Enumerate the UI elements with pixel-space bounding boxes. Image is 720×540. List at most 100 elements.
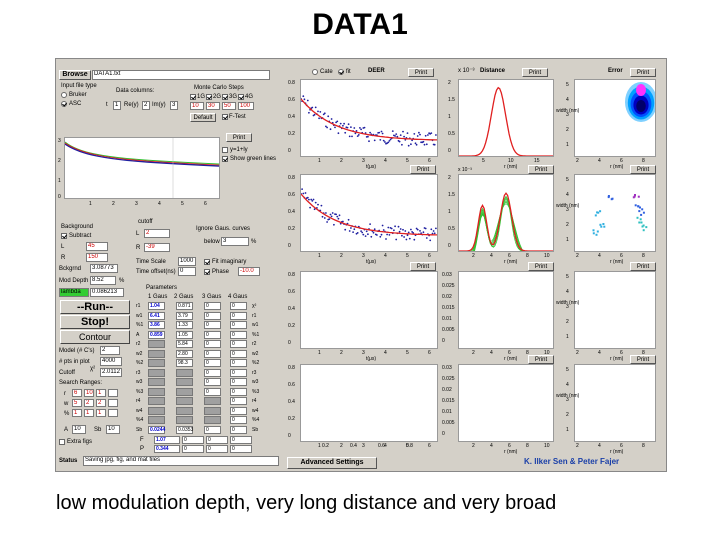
radio-bruker[interactable]	[61, 92, 67, 98]
param-cell[interactable]	[148, 359, 165, 367]
param-cell[interactable]: 0.859	[148, 330, 165, 339]
print-button-dist1[interactable]: Print	[522, 68, 548, 77]
pts-plot-field[interactable]: 4000	[100, 357, 122, 366]
print-button-err1[interactable]: Print	[630, 68, 656, 77]
param-cell[interactable]: 0	[230, 368, 247, 377]
run-button[interactable]: --Run--	[60, 300, 130, 314]
param-cell[interactable]	[148, 387, 165, 396]
stop-button[interactable]: Stop!	[60, 315, 130, 329]
subtract-check[interactable]	[61, 233, 67, 239]
range-r-3[interactable]: 1	[96, 389, 106, 397]
range-w-4[interactable]	[108, 399, 118, 407]
print-button-err[interactable]: Print	[630, 355, 656, 364]
param-cell[interactable]: 0	[230, 349, 247, 358]
range-w-1[interactable]: 5	[72, 399, 82, 407]
param-cell[interactable]	[148, 349, 165, 358]
param-cell[interactable]: 0	[204, 302, 221, 310]
range-w-2[interactable]: 2	[84, 399, 94, 407]
radio-cate[interactable]	[312, 69, 318, 75]
range-pct-3[interactable]: 1	[96, 409, 106, 417]
model-field[interactable]: 2	[100, 346, 120, 355]
show-green-lines-check[interactable]	[222, 156, 228, 162]
mc-value-2g[interactable]: 30	[206, 102, 220, 110]
mc-check-4g[interactable]	[238, 94, 244, 100]
param-cell[interactable]: 5.84	[176, 340, 193, 348]
below-field[interactable]: 3	[221, 237, 249, 246]
print-button-deer[interactable]: Print	[410, 165, 436, 174]
l-field[interactable]: 45	[86, 242, 108, 251]
t-col-field[interactable]: 1	[113, 101, 121, 110]
param-cell[interactable]	[176, 378, 193, 386]
param-cell[interactable]: 0	[204, 311, 221, 320]
bckgrnd-field[interactable]: 3.08773	[90, 264, 118, 273]
param-cell[interactable]	[148, 397, 165, 405]
param-cell[interactable]: 0	[230, 397, 247, 405]
param-cell[interactable]: 0	[230, 302, 247, 310]
rcutoff-field[interactable]: -39	[144, 243, 170, 252]
chi-field[interactable]: 2.0112	[100, 368, 122, 377]
range-r-4[interactable]	[108, 389, 118, 397]
param-cell[interactable]: 0	[204, 387, 221, 396]
print-button-dist[interactable]: Print	[528, 262, 554, 271]
param-cell[interactable]	[148, 378, 165, 386]
contour-button[interactable]: Contour	[60, 330, 130, 344]
phase-field[interactable]: -10.0	[238, 267, 260, 276]
mc-value-3g[interactable]: 50	[222, 102, 236, 110]
param-cell[interactable]: 6.41	[148, 311, 165, 320]
param-cell[interactable]: 0.871	[176, 302, 193, 310]
param-cell[interactable]: 0	[230, 416, 247, 424]
im-col-field[interactable]: 3	[170, 101, 178, 110]
param-cell[interactable]: 0	[204, 321, 221, 329]
mod-depth-field[interactable]: 8.52	[90, 276, 116, 285]
time-scale-field[interactable]: 1000	[178, 257, 196, 266]
param-cell[interactable]: 0	[204, 359, 221, 367]
print-button-err[interactable]: Print	[630, 165, 656, 174]
mc-value-4g[interactable]: 100	[238, 102, 254, 110]
mc-check-3g[interactable]	[222, 94, 228, 100]
param-cell[interactable]	[176, 387, 193, 396]
param-cell[interactable]: 1.05	[176, 330, 193, 339]
param-cell[interactable]: 0	[204, 425, 221, 434]
param-cell[interactable]: 0	[230, 359, 247, 367]
re-col-field[interactable]: 2	[142, 101, 150, 110]
param-cell[interactable]: 2.80	[176, 349, 193, 358]
print-button-dist[interactable]: Print	[528, 165, 554, 174]
print-button-deer[interactable]: Print	[410, 262, 436, 271]
default-button[interactable]: Default	[190, 113, 216, 122]
mc-check-2g[interactable]	[206, 94, 212, 100]
param-cell[interactable]: 0	[230, 406, 247, 415]
lambda-field[interactable]: 0.086213	[90, 288, 124, 297]
r-field[interactable]: 150	[86, 253, 108, 262]
file-name-field[interactable]: DATA1.txt	[92, 70, 270, 80]
param-cell[interactable]: 3.86	[148, 321, 165, 329]
print-button-dist[interactable]: Print	[528, 355, 554, 364]
param-cell[interactable]	[148, 416, 165, 424]
param-cell[interactable]	[204, 406, 221, 415]
range-w-3[interactable]: 2	[96, 399, 106, 407]
print-button-deer1[interactable]: Print	[408, 68, 434, 77]
browse-button[interactable]: Browse	[59, 70, 91, 80]
fit-imaginary-check[interactable]	[204, 259, 210, 265]
print-button-err[interactable]: Print	[630, 262, 656, 271]
time-offset-field[interactable]: 0	[178, 267, 196, 276]
param-cell[interactable]	[176, 416, 193, 424]
yaxis-check[interactable]	[222, 147, 228, 153]
extra-figs-check[interactable]	[59, 439, 65, 445]
range-pct-2[interactable]: 1	[84, 409, 94, 417]
range-r-1[interactable]: 6	[72, 389, 82, 397]
param-cell[interactable]	[176, 397, 193, 405]
radio-asc[interactable]	[61, 101, 67, 107]
advanced-settings-button[interactable]: Advanced Settings	[287, 457, 377, 469]
param-cell[interactable]: 1.33	[176, 321, 193, 329]
param-cell[interactable]: 0	[204, 378, 221, 386]
print-button-left[interactable]: Print	[226, 133, 252, 142]
range-pct-1[interactable]: 1	[72, 409, 82, 417]
param-cell[interactable]: 0	[204, 340, 221, 348]
sb-field[interactable]: 10	[106, 425, 120, 434]
param-cell[interactable]: 0	[230, 321, 247, 329]
param-cell[interactable]: 0	[230, 378, 247, 386]
param-cell[interactable]	[148, 406, 165, 415]
param-cell[interactable]: 0	[204, 330, 221, 339]
param-cell[interactable]: 0	[230, 387, 247, 396]
param-cell[interactable]	[148, 340, 165, 348]
